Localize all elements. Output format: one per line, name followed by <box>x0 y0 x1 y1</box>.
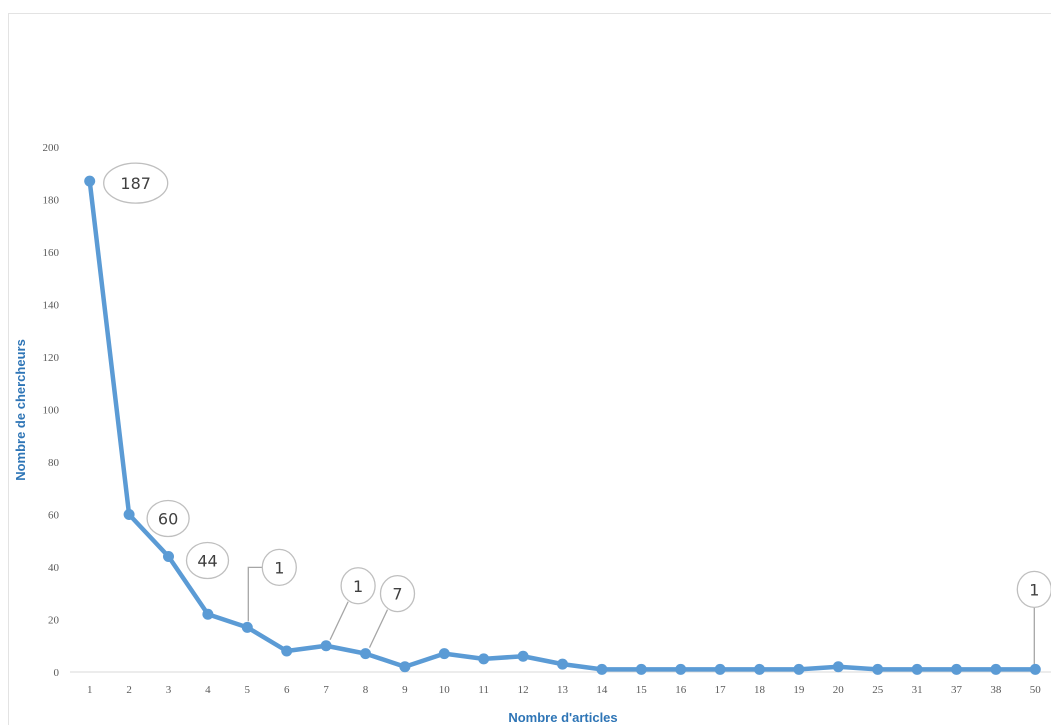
data-point <box>872 663 884 675</box>
y-tick-label: 180 <box>43 195 60 207</box>
x-tick-label: 31 <box>912 684 923 696</box>
data-point <box>911 663 923 675</box>
y-tick-labels: 0 20 40 60 80 100 120 140 160 180 200 <box>43 142 60 679</box>
x-tick-label: 9 <box>402 684 408 696</box>
data-point <box>832 661 844 673</box>
x-tick-label: 12 <box>518 684 529 696</box>
data-point <box>635 663 647 675</box>
series-line <box>87 178 1038 672</box>
data-point <box>675 663 687 675</box>
data-point <box>793 663 805 675</box>
x-tick-label: 14 <box>596 684 608 696</box>
x-tick-label: 20 <box>833 684 845 696</box>
chart-frame <box>8 13 1051 725</box>
data-label: 1 <box>353 577 363 596</box>
x-tick-label: 11 <box>478 684 489 696</box>
data-point <box>596 663 608 675</box>
data-point <box>281 645 293 657</box>
x-tick-label: 38 <box>990 684 1002 696</box>
data-label: 44 <box>197 552 217 571</box>
y-tick-label: 0 <box>54 667 60 679</box>
x-tick-label: 2 <box>126 684 132 696</box>
data-label: 1 <box>1029 580 1039 599</box>
x-tick-label: 15 <box>636 684 648 696</box>
data-point <box>517 650 529 662</box>
x-tick-label: 19 <box>793 684 805 696</box>
data-point <box>202 608 214 620</box>
data-point <box>438 648 450 660</box>
x-tick-label: 13 <box>557 684 569 696</box>
x-tick-label: 3 <box>166 684 172 696</box>
x-tick-label: 10 <box>439 684 451 696</box>
data-label-bubble <box>1016 570 1051 609</box>
data-label-bubble <box>103 162 169 204</box>
x-tick-label: 25 <box>872 684 884 696</box>
x-tick-label: 37 <box>951 684 963 696</box>
x-axis-title: Nombre d'articles <box>508 710 617 725</box>
y-tick-label: 200 <box>43 142 60 154</box>
y-axis-title: Nombre de chercheurs <box>13 339 28 481</box>
x-tick-label: 18 <box>754 684 766 696</box>
x-tick-label: 1 <box>87 684 93 696</box>
x-tick-label: 17 <box>715 684 727 696</box>
y-tick-label: 20 <box>48 615 60 627</box>
y-tick-label: 160 <box>43 247 60 259</box>
data-point <box>714 663 726 675</box>
data-point <box>399 661 411 673</box>
data-label-bubble <box>146 499 190 538</box>
callout-leader-line <box>247 566 263 622</box>
data-label-bubble <box>261 548 297 587</box>
data-label-bubble <box>379 574 416 613</box>
data-label-bubble <box>185 541 230 580</box>
data-point <box>123 509 135 520</box>
y-tick-label: 100 <box>43 405 60 417</box>
x-tick-labels: 1 2 3 4 5 6 7 8 9 10 11 12 13 14 15 16 17 18 19 20 25 31 37 38 5… <box>87 684 1041 696</box>
y-tick-label: 40 <box>48 562 60 574</box>
y-tick-label: 140 <box>43 300 60 312</box>
x-tick-label: 6 <box>284 684 290 696</box>
data-point <box>990 663 1002 675</box>
callout-leader-line <box>329 601 349 641</box>
y-tick-label: 60 <box>48 510 60 522</box>
data-point <box>163 551 174 562</box>
y-tick-label: 120 <box>43 352 60 364</box>
y-axis-title-group: Nombre de chercheurs <box>13 339 28 481</box>
data-point <box>360 648 371 660</box>
data-point <box>241 621 253 633</box>
data-point <box>951 663 962 675</box>
data-point <box>754 663 765 675</box>
series-markers <box>84 175 1041 675</box>
data-label: 1 <box>274 558 284 577</box>
x-tick-label: 50 <box>1030 684 1042 696</box>
data-point <box>84 175 96 187</box>
data-label: 187 <box>120 174 151 193</box>
x-tick-label: 16 <box>675 684 687 696</box>
x-tick-label: 8 <box>363 684 369 696</box>
x-tick-label: 5 <box>245 684 251 696</box>
data-point <box>557 658 568 670</box>
data-label-bubble <box>340 567 376 605</box>
data-label: 60 <box>158 510 178 529</box>
x-tick-label: 7 <box>323 684 329 696</box>
callout-leader-line <box>368 609 389 648</box>
x-tick-label: 4 <box>205 684 211 696</box>
data-point <box>478 653 490 665</box>
y-tick-label: 80 <box>48 457 60 469</box>
data-label: 7 <box>392 585 402 604</box>
data-point <box>320 640 332 652</box>
data-point <box>1029 663 1041 675</box>
data-callouts: 187 60 44 1 1 7 1 <box>103 162 1051 670</box>
